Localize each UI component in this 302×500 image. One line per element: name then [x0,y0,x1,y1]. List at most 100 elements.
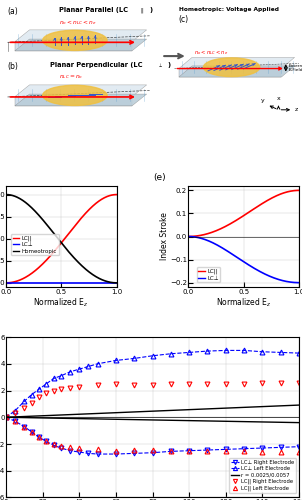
LC|| Left Electrode [151,447,154,453]
Text: External
E-Field: External E-Field [289,64,302,72]
LC|| Right Electrode [59,386,63,392]
Text: z: z [294,108,298,112]
LC⊥ Left Electrode [52,376,56,382]
LC⊥ Left Electrode [206,348,209,354]
LC⊥ Right Electrode [96,451,99,457]
Legend: LC⊥ Right Electrode, LC⊥ Left Electrode, r = 0.0025/0.0057, LC|| Right Electrode: LC⊥ Right Electrode, LC⊥ Left Electrode,… [229,458,296,494]
Line: LC|| Right Electrode: LC|| Right Electrode [4,380,301,420]
LC⊥ Right Electrode [59,445,63,451]
LC⊥ Right Electrode [132,450,136,456]
LC⊥ Left Electrode [169,351,173,357]
Line: LC⊥ Right Electrode: LC⊥ Right Electrode [4,415,301,457]
LC⊥ Left Electrode [242,348,246,354]
Text: $n_o < n_{LC} < n_e$: $n_o < n_{LC} < n_e$ [194,48,228,56]
LC|| Left Electrode [187,448,191,454]
LC|| Left Electrode [169,448,173,454]
LC⊥ Right Electrode [77,449,81,455]
Text: y: y [261,98,264,103]
LC|| Right Electrode [279,380,282,386]
LC|| Right Electrode [206,381,209,387]
Polygon shape [15,96,132,106]
LC|| Left Electrode [297,449,301,455]
Text: $_{||}$: $_{||}$ [140,7,145,17]
LC|| Left Electrode [242,448,246,454]
LC⊥ Left Electrode [13,408,17,414]
LC⊥ Left Electrode [30,392,34,398]
LC|| Right Electrode [169,381,173,387]
Text: ): ) [149,7,153,13]
Legend: LC||, LC⊥: LC||, LC⊥ [197,267,220,282]
LC⊥ Right Electrode [297,444,301,450]
Polygon shape [15,42,132,51]
LC|| Right Electrode [114,381,118,387]
LC|| Left Electrode [30,429,34,435]
LC⊥ Left Electrode [224,348,228,354]
LC⊥ Right Electrode [114,451,118,457]
LC|| Right Electrode [30,400,34,406]
LC|| Left Electrode [44,438,48,444]
LC|| Right Electrode [68,385,72,391]
LC⊥ Right Electrode [13,418,17,424]
Text: Planar Perpendicular (LC: Planar Perpendicular (LC [50,62,143,68]
LC⊥ Left Electrode [37,386,41,392]
LC|| Left Electrode [4,414,8,420]
Text: $n_{LC} = n_o$: $n_{LC} = n_o$ [59,73,83,81]
LC|| Right Electrode [52,388,56,394]
Legend: LC||, LC⊥, Homeotropic: LC||, LC⊥, Homeotropic [11,234,59,256]
LC|| Left Electrode [261,449,264,455]
LC⊥ Left Electrode [59,373,63,379]
LC|| Right Electrode [187,381,191,387]
Polygon shape [15,94,147,106]
Polygon shape [179,66,294,77]
LC|| Right Electrode [96,382,99,388]
Polygon shape [15,39,147,51]
Ellipse shape [43,30,107,50]
LC|| Right Electrode [224,381,228,387]
LC|| Left Electrode [13,418,17,424]
LC|| Right Electrode [151,382,154,388]
LC⊥ Left Electrode [261,349,264,355]
Polygon shape [15,85,147,96]
LC⊥ Right Electrode [23,424,26,430]
LC⊥ Left Electrode [4,414,8,420]
Text: (a): (a) [8,7,18,16]
LC|| Right Electrode [242,381,246,387]
Ellipse shape [204,58,260,76]
Text: ): ) [167,62,170,68]
LC|| Left Electrode [52,441,56,447]
LC|| Right Electrode [23,405,26,411]
LC|| Left Electrode [68,444,72,450]
LC|| Left Electrode [279,449,282,455]
LC⊥ Left Electrode [187,350,191,356]
LC⊥ Left Electrode [279,350,282,356]
LC⊥ Right Electrode [224,446,228,452]
Text: $_{\perp}$: $_{\perp}$ [158,62,164,70]
Line: LC⊥ Left Electrode: LC⊥ Left Electrode [4,348,301,420]
LC⊥ Left Electrode [151,353,154,359]
Y-axis label: Index Stroke: Index Stroke [159,212,169,260]
LC|| Left Electrode [77,445,81,451]
Line: LC|| Left Electrode: LC|| Left Electrode [4,415,301,455]
LC⊥ Right Electrode [206,447,209,453]
LC|| Right Electrode [13,410,17,416]
LC⊥ Right Electrode [187,448,191,454]
LC|| Right Electrode [297,380,301,386]
LC|| Left Electrode [206,448,209,454]
Ellipse shape [43,86,107,105]
Polygon shape [15,30,147,42]
Text: (c): (c) [179,15,189,24]
LC⊥ Right Electrode [68,448,72,454]
Text: (e): (e) [153,172,166,182]
LC⊥ Left Electrode [114,358,118,364]
LC⊥ Right Electrode [4,414,8,420]
LC⊥ Left Electrode [23,398,26,404]
LC⊥ Left Electrode [96,361,99,367]
LC|| Right Electrode [77,384,81,390]
X-axis label: Normalized E$_z$: Normalized E$_z$ [34,296,89,308]
Text: Homeotropic: Voltage Applied: Homeotropic: Voltage Applied [179,7,279,12]
LC⊥ Right Electrode [44,438,48,444]
LC|| Left Electrode [96,446,99,452]
Text: x: x [277,96,280,102]
LC|| Right Electrode [261,380,264,386]
LC⊥ Right Electrode [169,448,173,454]
